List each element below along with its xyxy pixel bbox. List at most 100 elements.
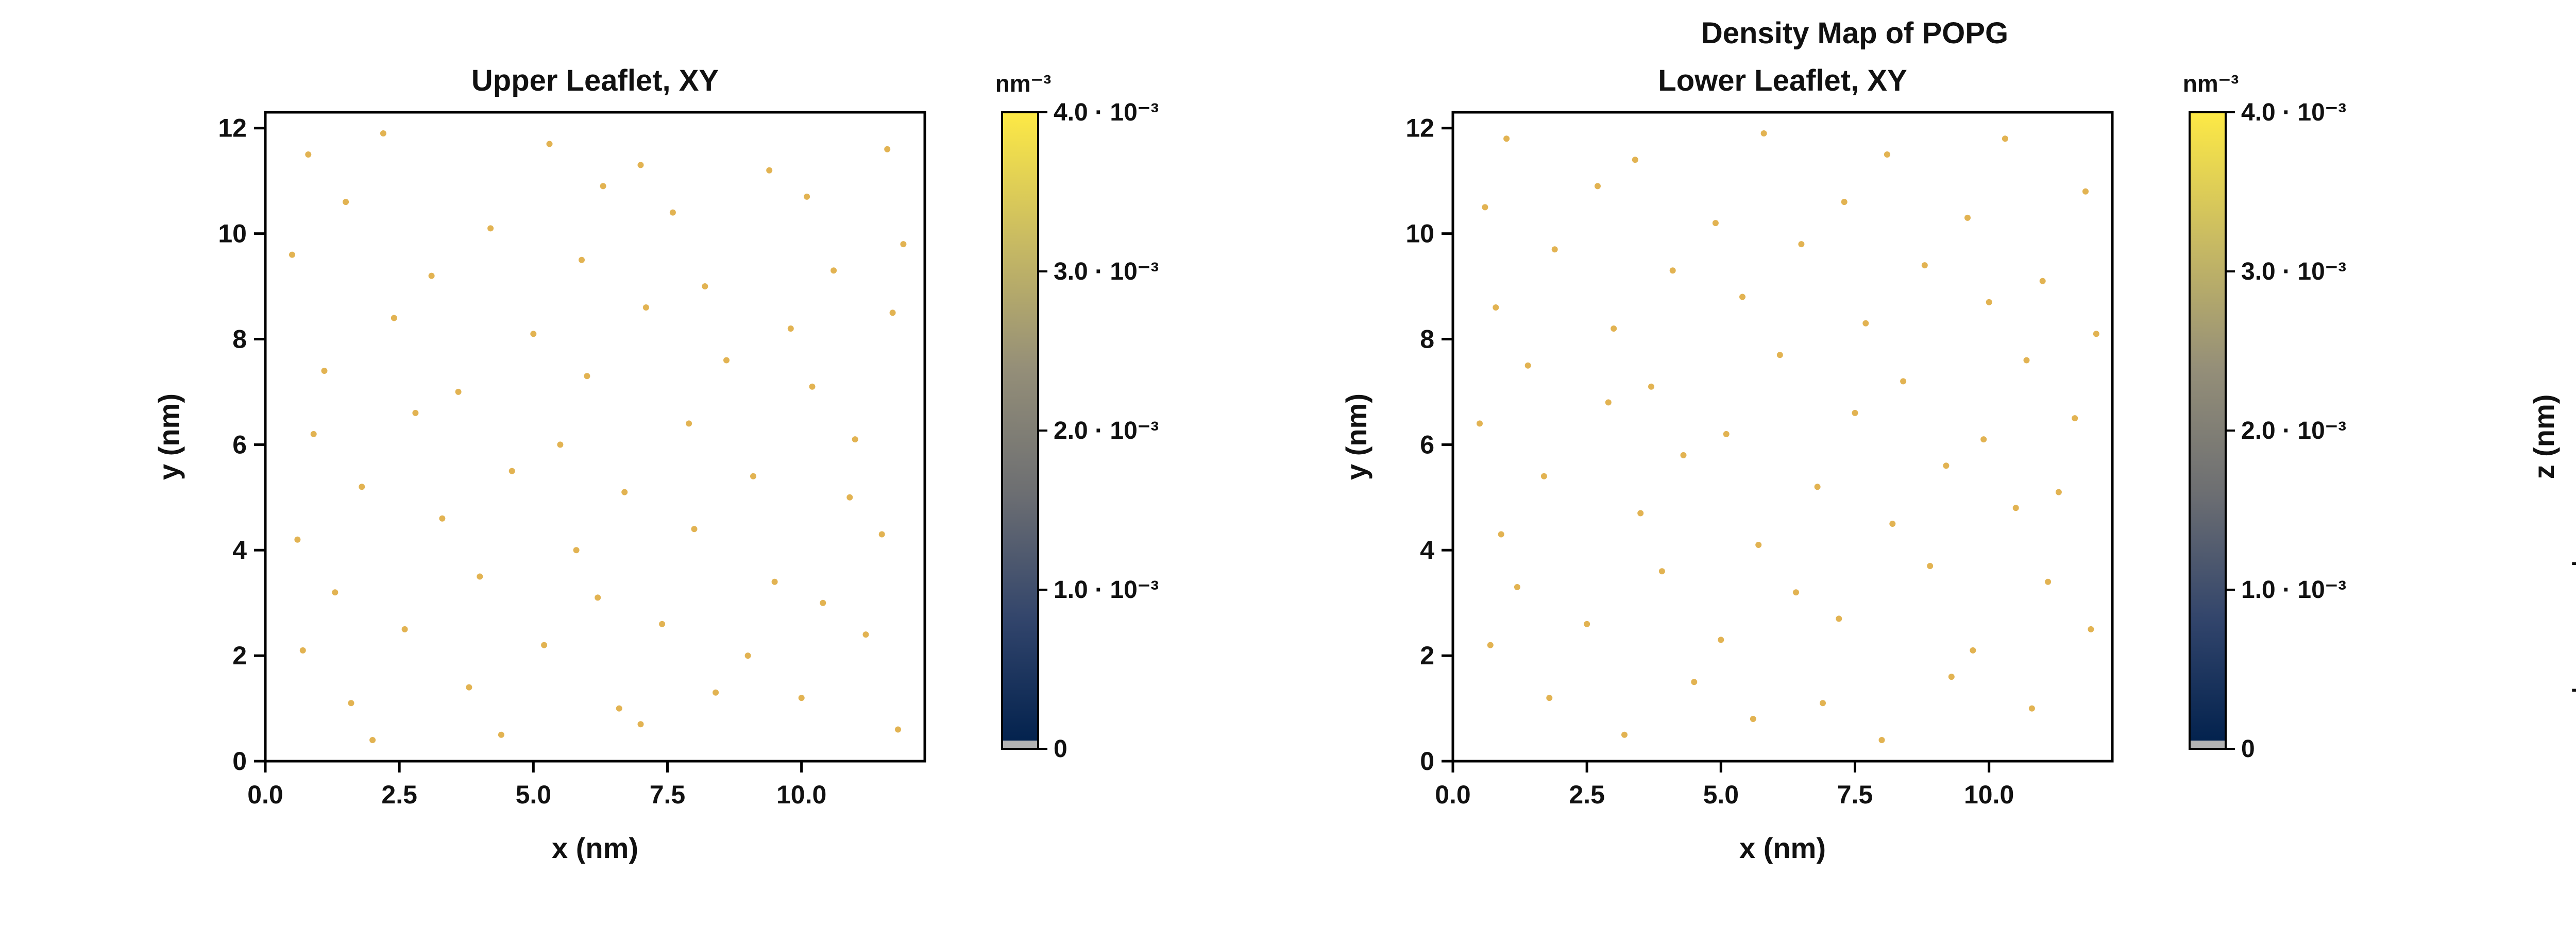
scatter-point <box>412 409 419 416</box>
y-tick-label: 12 <box>1405 114 1434 143</box>
scatter-point <box>1632 157 1638 163</box>
scatter-point <box>1546 695 1553 701</box>
colorbar-tick-label: 3.0 · 10⁻³ <box>2241 258 2346 285</box>
scatter-point <box>1986 299 1992 305</box>
y-tick-label: 6 <box>1420 430 1434 459</box>
scatter-point <box>846 494 853 501</box>
colorbar-tick-label: 0 <box>1054 735 1067 763</box>
scatter-points <box>1477 130 2099 743</box>
y-tick-label: 10 <box>218 219 247 248</box>
scatter-point <box>2055 489 2062 495</box>
scatter-point <box>1584 621 1590 627</box>
scatter-point <box>439 515 446 522</box>
y-tick-label: 12 <box>218 114 247 143</box>
scatter-point <box>2082 188 2089 195</box>
y-tick-label: 8 <box>232 324 247 353</box>
colorbar-tick-label: 1.0 · 10⁻³ <box>1054 576 1159 604</box>
scatter-point <box>1605 399 1612 406</box>
scatter-point <box>487 225 494 232</box>
scatter-point <box>1669 267 1676 274</box>
scatter-point <box>294 536 301 543</box>
scatter-point <box>1680 452 1687 458</box>
scatter-point <box>1739 294 1745 300</box>
x-tick-label: 5.0 <box>516 780 552 809</box>
x-axis-label: x (nm) <box>552 832 638 864</box>
y-tick-label: 2 <box>1420 641 1434 670</box>
scatter-point <box>289 251 295 258</box>
colorbar-tick-label: 0 <box>2241 735 2255 763</box>
scatter-point <box>1820 700 1826 707</box>
scatter-point <box>1498 531 1504 538</box>
colorbar-unit-label: nm⁻³ <box>995 70 1052 97</box>
scatter-point <box>369 737 376 743</box>
scatter-point <box>477 573 483 580</box>
scatter-point <box>686 420 692 427</box>
scatter-point <box>1482 204 1488 211</box>
y-axis-label: y (nm) <box>152 393 185 480</box>
colorbar-under-strip <box>2190 741 2226 749</box>
scatter-point <box>2023 357 2030 364</box>
scatter-point <box>787 325 794 332</box>
scatter-point <box>1760 130 1767 136</box>
colorbar-gradient <box>2190 112 2226 749</box>
scatter-point <box>343 199 349 205</box>
plot-frame <box>264 111 926 763</box>
scatter-point <box>900 241 907 248</box>
scatter-point <box>1889 521 1896 527</box>
scatter-point <box>1487 642 1494 648</box>
colorbar-gradient <box>1002 112 1038 749</box>
scatter-point <box>2028 705 2035 712</box>
scatter-point <box>659 621 666 627</box>
scatter-point <box>359 484 365 490</box>
colorbar-tick-label: 3.0 · 10⁻³ <box>1054 258 1159 285</box>
scatter-point <box>889 310 896 316</box>
scatter-point <box>1493 304 1499 311</box>
colorbar-unit-label: nm⁻³ <box>2183 70 2239 97</box>
x-tick-label: 7.5 <box>650 780 686 809</box>
y-tick-label: 0 <box>1420 747 1434 776</box>
colorbar-tick-label: 4.0 · 10⁻³ <box>1054 99 1159 126</box>
scatter-point <box>1964 214 1971 221</box>
scatter-point <box>455 388 462 395</box>
scatter-point <box>1621 731 1628 738</box>
scatter-point <box>1524 362 1531 369</box>
scatter-point <box>584 373 590 380</box>
x-tick-label: 2.5 <box>381 780 417 809</box>
figure-suptitle: Density Map of POPG <box>1701 16 2009 50</box>
scatter-point <box>1841 199 1848 205</box>
x-axis-label: x (nm) <box>1739 832 1826 864</box>
scatter-point <box>862 631 869 638</box>
scatter-point <box>669 209 676 216</box>
scatter-point <box>332 589 338 596</box>
scatter-point <box>595 594 601 601</box>
scatter-point <box>1712 220 1719 227</box>
scatter-point <box>1723 431 1730 437</box>
scatter-point <box>573 547 580 554</box>
scatter-point <box>1884 151 1890 158</box>
scatter-point <box>895 726 901 733</box>
scatter-point <box>1477 420 1483 427</box>
scatter-point <box>1948 674 1955 680</box>
colorbar-tick-label: 1.0 · 10⁻³ <box>2241 576 2346 604</box>
scatter-point <box>1927 563 1934 569</box>
plot-frame <box>1451 111 2114 763</box>
scatter-point <box>820 599 826 606</box>
scatter-point <box>1836 615 1842 622</box>
y-tick-label: 6 <box>232 430 247 459</box>
scatter-point <box>2088 626 2094 632</box>
scatter-point <box>1595 183 1601 190</box>
scatter-point <box>831 267 837 274</box>
scatter-point <box>798 695 805 701</box>
scatter-point <box>2039 278 2046 284</box>
scatter-point <box>1862 320 1869 327</box>
scatter-point <box>498 731 504 738</box>
x-tick-label: 2.5 <box>1569 780 1605 809</box>
scatter-point <box>1648 383 1654 390</box>
scatter-point <box>1921 262 1928 269</box>
scatter-point <box>1900 378 1907 385</box>
scatter-point <box>1658 568 1665 575</box>
scatter-point <box>348 700 354 707</box>
scatter-point <box>702 283 708 289</box>
scatter-point <box>1814 484 1821 490</box>
scatter-point <box>299 647 306 654</box>
